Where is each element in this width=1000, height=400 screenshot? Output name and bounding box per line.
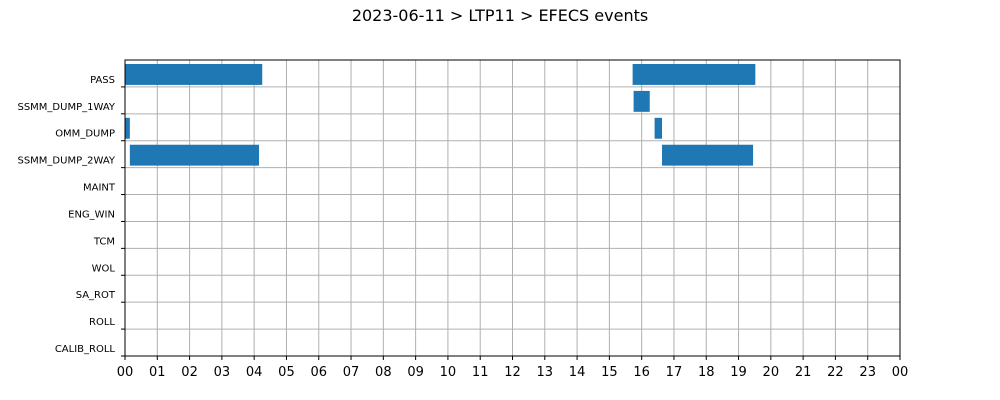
y-tick-label: ENG_WIN (68, 209, 115, 220)
x-tick-label: 02 (181, 365, 198, 380)
y-tick-label: ROLL (89, 317, 115, 328)
x-tick-label: 13 (537, 365, 554, 380)
event-bar (129, 144, 260, 166)
event-bar (662, 144, 754, 166)
x-tick-label: 11 (472, 365, 489, 380)
y-tick-label: SSMM_DUMP_2WAY (17, 156, 115, 167)
x-tick-label: 03 (214, 365, 231, 380)
x-tick-label: 21 (795, 365, 812, 380)
y-tick-label: MAINT (83, 183, 116, 194)
x-tick-label: 01 (149, 365, 166, 380)
x-tick-label: 04 (246, 365, 263, 380)
x-tick-label: 09 (407, 365, 424, 380)
x-tick-label: 10 (440, 365, 457, 380)
x-tick-label: 12 (504, 365, 521, 380)
y-tick-label: WOL (92, 263, 116, 274)
y-tick-label: TCM (93, 236, 115, 247)
y-tick-label: CALIB_ROLL (55, 344, 116, 355)
x-tick-label: 17 (666, 365, 683, 380)
y-tick-label: PASS (90, 75, 115, 86)
chart-title: 2023-06-11 > LTP11 > EFECS events (351, 6, 649, 25)
event-bar (633, 90, 650, 112)
x-tick-label: 16 (633, 365, 650, 380)
y-tick-label: OMM_DUMP (55, 129, 115, 140)
y-tick-label: SSMM_DUMP_1WAY (17, 102, 115, 113)
x-tick-label: 07 (343, 365, 360, 380)
x-tick-label: 18 (698, 365, 715, 380)
x-tick-label: 08 (375, 365, 392, 380)
x-tick-label: 00 (892, 365, 909, 380)
x-tick-label: 19 (730, 365, 747, 380)
y-tick-label: SA_ROT (76, 290, 116, 301)
event-bar (125, 117, 130, 139)
x-tick-label: 14 (569, 365, 586, 380)
x-tick-label: 22 (827, 365, 844, 380)
x-tick-label: 20 (763, 365, 780, 380)
event-bar (654, 117, 663, 139)
x-tick-label: 15 (601, 365, 618, 380)
x-tick-label: 00 (117, 365, 134, 380)
x-tick-label: 23 (859, 365, 876, 380)
x-tick-label: 05 (278, 365, 295, 380)
x-tick-label: 06 (310, 365, 327, 380)
event-bar (125, 64, 263, 85)
event-bar (632, 64, 756, 85)
